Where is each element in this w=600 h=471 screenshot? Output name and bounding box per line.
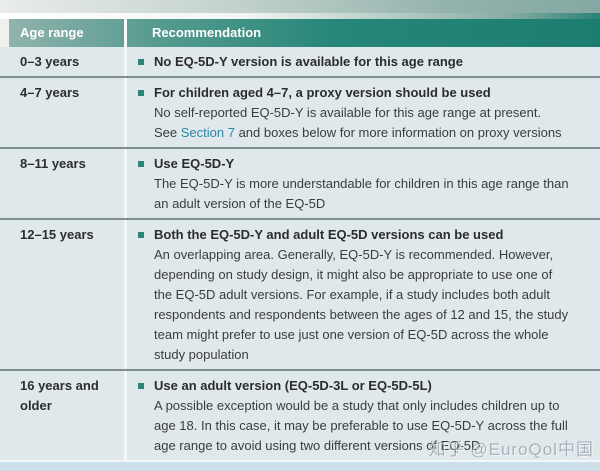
recommendation-cell: No EQ-5D-Y version is available for this… (127, 47, 600, 76)
age-cell: 16 years and older (20, 378, 99, 413)
recommendation-body: A possible exception would be a study th… (154, 398, 568, 453)
recommendation-body-line: No self-reported EQ-5D-Y is available fo… (154, 105, 542, 120)
recommendation-body: An overlapping area. Generally, EQ-5D-Y … (154, 247, 569, 362)
row-divider (0, 76, 600, 78)
age-cell: 8–11 years (20, 156, 86, 171)
recommendation-title-text: For children aged 4–7, a proxy version s… (154, 85, 491, 100)
bullet-square-icon (138, 59, 144, 65)
column-divider (124, 220, 127, 369)
bullet-square-icon (138, 90, 144, 96)
recommendation-title: No EQ-5D-Y version is available for this… (127, 52, 572, 72)
row-divider (0, 147, 600, 149)
recommendation-body: The EQ-5D-Y is more understandable for c… (154, 176, 569, 211)
table-row-16-years-and-older: 16 years and older Use an adult version … (0, 371, 600, 460)
decorative-bottom-strip (0, 462, 600, 471)
recommendation-title-text: No EQ-5D-Y version is available for this… (154, 54, 463, 69)
table-bottom-edge (0, 460, 600, 462)
bullet-square-icon (138, 232, 144, 238)
table-row-4-7-years: 4–7 years For children aged 4–7, a proxy… (0, 78, 600, 147)
recommendation-title: Use an adult version (EQ-5D-3L or EQ-5D-… (127, 376, 572, 396)
recommendation-cell: Use EQ-5D-Y The EQ-5D-Y is more understa… (127, 149, 600, 218)
table-row-8-11-years: 8–11 years Use EQ-5D-Y The EQ-5D-Y is mo… (0, 149, 600, 218)
recommendation-title: For children aged 4–7, a proxy version s… (127, 83, 572, 103)
bullet-square-icon (138, 161, 144, 167)
recommendation-cell: For children aged 4–7, a proxy version s… (127, 78, 600, 147)
column-divider (124, 47, 127, 76)
see-suffix-text: and boxes below for more information on … (234, 125, 562, 140)
column-divider (124, 371, 127, 460)
age-cell: 0–3 years (20, 54, 80, 69)
header-top-gap (0, 13, 600, 19)
age-cell: 12–15 years (20, 227, 94, 242)
column-header-age-range: Age range (20, 25, 84, 40)
table-row-12-15-years: 12–15 years Both the EQ-5D-Y and adult E… (0, 220, 600, 369)
recommendation-title: Use EQ-5D-Y (127, 154, 572, 174)
recommendation-title: Both the EQ-5D-Y and adult EQ-5D version… (127, 225, 572, 245)
decorative-gradient-strip (0, 0, 600, 13)
age-cell: 4–7 years (20, 85, 80, 100)
recommendation-cell: Both the EQ-5D-Y and adult EQ-5D version… (127, 220, 600, 369)
bullet-square-icon (138, 383, 144, 389)
recommendation-body-line: See Section 7 and boxes below for more i… (127, 123, 572, 143)
recommendation-title-text: Use an adult version (EQ-5D-3L or EQ-5D-… (154, 378, 432, 393)
row-divider (0, 369, 600, 371)
table-header-row: Age range Recommendation (0, 19, 600, 47)
row-divider (0, 218, 600, 220)
table-row-0-3-years: 0–3 years No EQ-5D-Y version is availabl… (0, 47, 600, 76)
recommendation-title-text: Both the EQ-5D-Y and adult EQ-5D version… (154, 227, 504, 242)
see-prefix-text: See (154, 125, 181, 140)
recommendation-title-text: Use EQ-5D-Y (154, 156, 235, 171)
section-7-link[interactable]: Section 7 (180, 125, 235, 140)
header-left-gutter (0, 19, 9, 47)
column-divider (124, 19, 127, 47)
table-body: 0–3 years No EQ-5D-Y version is availabl… (0, 47, 600, 460)
recommendation-cell: Use an adult version (EQ-5D-3L or EQ-5D-… (127, 371, 600, 460)
column-header-recommendation: Recommendation (152, 25, 262, 40)
column-divider (124, 78, 127, 147)
column-divider (124, 149, 127, 218)
